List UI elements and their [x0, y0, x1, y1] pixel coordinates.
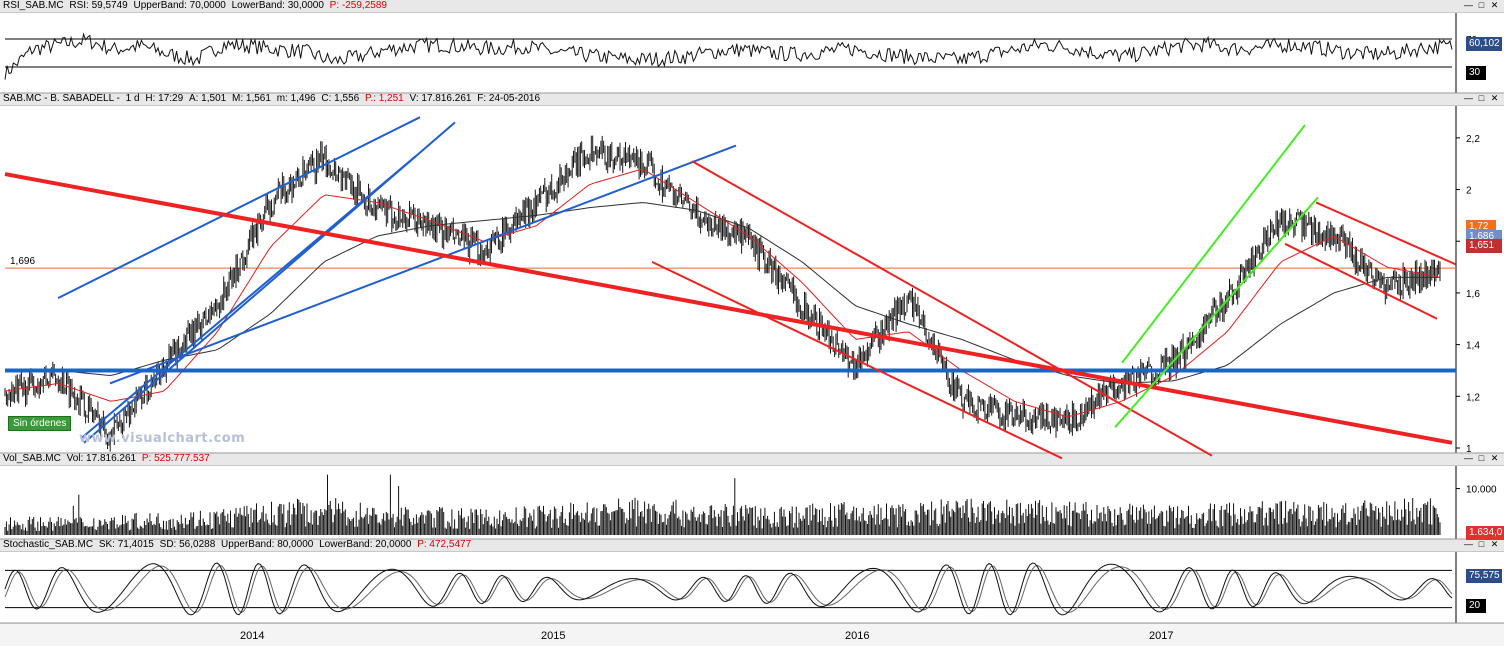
x-axis-label-2017: 2017 — [1149, 630, 1174, 642]
price-interval: 1 d — [125, 93, 140, 104]
stoch-upperband: UpperBand: 80,0000 — [221, 539, 314, 550]
restore-button[interactable]: □ — [1478, 93, 1485, 103]
volume-title: Vol_SAB.MC — [3, 453, 61, 464]
stoch-title: Stochastic_SAB.MC — [3, 539, 94, 550]
red-channel-upper — [691, 160, 1213, 457]
x-axis-label-2015: 2015 — [541, 630, 566, 642]
price-v: V: 17.816.261 — [409, 93, 472, 104]
stoch-value-tag: 75,575 — [1466, 569, 1502, 583]
rsi-p-value: P: -259,2589 — [329, 0, 387, 11]
close-button[interactable]: ✕ — [1490, 539, 1499, 549]
price-axis-label: 1,2 — [1466, 392, 1480, 403]
rsi-line — [4, 32, 1453, 80]
price-panel: SAB.MC - B. SABADELL - 1 d H: 17:29 A: 1… — [0, 93, 1504, 453]
rsi-value-tag: 60,102 — [1466, 37, 1502, 51]
volume-p: P: 525.777.537 — [141, 453, 210, 464]
rsi-upperband: UpperBand: 70,0000 — [133, 0, 226, 11]
rsi-lowerband: LowerBand: 30,0000 — [231, 0, 324, 11]
rsi-header: RSI_SAB.MC RSI: 59,5749 UpperBand: 70,00… — [0, 0, 1504, 13]
price-fast-ma — [4, 168, 1441, 418]
price-header: SAB.MC - B. SABADELL - 1 d H: 17:29 A: 1… — [0, 93, 1504, 106]
stoch-window-buttons: — □ ✕ — [1463, 540, 1500, 550]
green-channel-upper — [1121, 124, 1306, 364]
x-axis-label-2014: 2014 — [240, 630, 265, 642]
minimize-button[interactable]: — — [1464, 539, 1473, 549]
stoch-p: P: 472,5477 — [417, 539, 472, 550]
red-recent-upper — [1315, 201, 1457, 266]
volume-axis-label: 10.000 — [1466, 485, 1497, 496]
price-axis-label: 2,2 — [1466, 134, 1480, 145]
red-trendline-main — [4, 172, 1453, 445]
price-tag-red: 1,651 — [1466, 239, 1502, 253]
restore-button[interactable]: □ — [1478, 453, 1485, 463]
watermark: www.visualchart.com — [79, 431, 246, 446]
price-reference-label: 1,696 — [10, 256, 35, 267]
blue-trendline-lower — [83, 121, 456, 444]
stochastic-panel: Stochastic_SAB.MC SK: 71,4015 SD: 56,028… — [0, 539, 1504, 623]
rsi-panel: RSI_SAB.MC RSI: 59,5749 UpperBand: 70,00… — [0, 0, 1504, 93]
price-min: m: 1,496 — [276, 93, 316, 104]
blue-trendline-upper — [57, 116, 421, 299]
price-a: A: 1,501 — [188, 93, 227, 104]
volume-panel: Vol_SAB.MC Vol: 17.816.261 P: 525.777.53… — [0, 453, 1504, 539]
minimize-button[interactable]: — — [1464, 93, 1473, 103]
volume-header: Vol_SAB.MC Vol: 17.816.261 P: 525.777.53… — [0, 453, 1504, 466]
volume-value-tag: 1.634,0 — [1466, 526, 1504, 540]
x-axis-bar — [0, 623, 1504, 646]
price-axis-label: 1,6 — [1466, 289, 1480, 300]
volume-window-buttons: — □ ✕ — [1463, 454, 1500, 464]
stoch-sd-line — [4, 564, 1453, 614]
price-m: M: 1,561 — [232, 93, 271, 104]
price-window-buttons: — □ ✕ — [1463, 94, 1500, 104]
stochastic-header: Stochastic_SAB.MC SK: 71,4015 SD: 56,028… — [0, 539, 1504, 552]
price-title: SAB.MC - B. SABADELL - — [3, 93, 120, 104]
price-p: P.: 1,251 — [365, 93, 404, 104]
close-button[interactable]: ✕ — [1490, 453, 1499, 463]
blue-trendline-long — [109, 144, 737, 385]
stoch-sd: SD: 56,0288 — [159, 539, 216, 550]
green-channel-lower — [1114, 196, 1319, 428]
close-button[interactable]: ✕ — [1490, 0, 1499, 10]
price-axis-label: 1 — [1466, 444, 1472, 455]
price-h: H: 17:29 — [145, 93, 184, 104]
minimize-button[interactable]: — — [1464, 453, 1473, 463]
price-axis-label: 1,4 — [1466, 341, 1480, 352]
rsi-window-buttons: — □ ✕ — [1463, 1, 1500, 11]
rsi-value: RSI: 59,5749 — [69, 0, 128, 11]
close-button[interactable]: ✕ — [1490, 93, 1499, 103]
rsi-title: RSI_SAB.MC — [3, 0, 64, 11]
red-channel-lower — [651, 261, 1063, 460]
stoch-sk: SK: 71,4015 — [98, 539, 154, 550]
volume-value: Vol: 17.816.261 — [66, 453, 137, 464]
stoch-20-tag: 20 — [1466, 599, 1486, 613]
red-recent-lower — [1284, 242, 1438, 320]
stoch-sk-line — [4, 562, 1453, 616]
price-f: F: 24-05-2016 — [477, 93, 541, 104]
minimize-button[interactable]: — — [1464, 0, 1473, 10]
restore-button[interactable]: □ — [1478, 539, 1485, 549]
sin-ordenes-badge[interactable]: Sin órdenes — [8, 416, 72, 431]
price-axis-label: 2 — [1466, 186, 1472, 197]
x-axis-label-2016: 2016 — [845, 630, 870, 642]
restore-button[interactable]: □ — [1478, 0, 1485, 10]
rsi-30-tag: 30 — [1466, 66, 1486, 80]
price-c: C: 1,556 — [321, 93, 360, 104]
stoch-lowerband: LowerBand: 20,0000 — [319, 539, 412, 550]
